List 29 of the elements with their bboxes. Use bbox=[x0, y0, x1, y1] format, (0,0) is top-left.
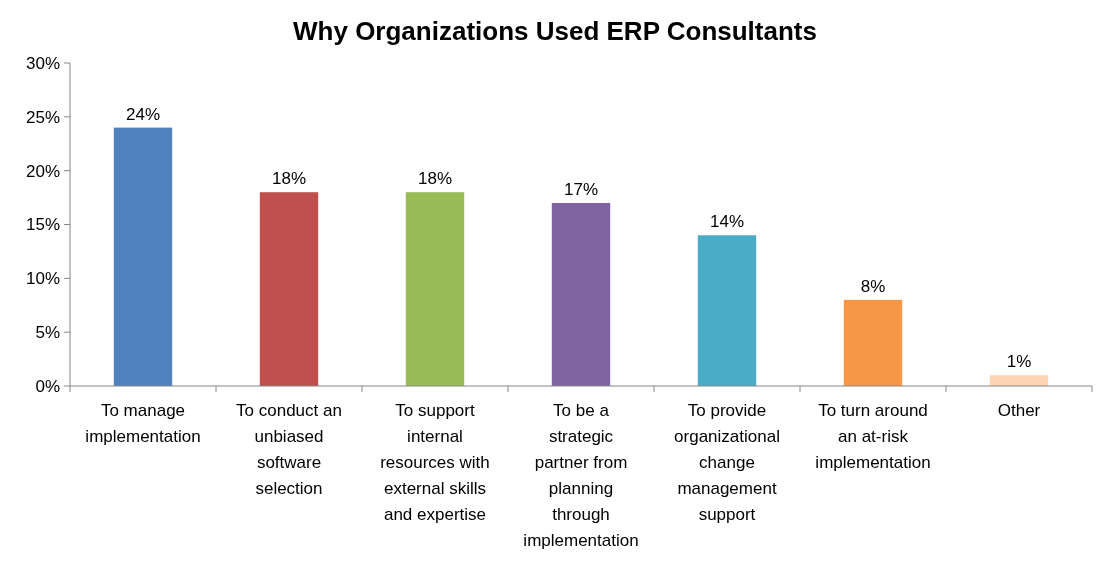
x-tick-label: To support internal resources with external skills and expertise bbox=[380, 401, 490, 524]
data-label: 8% bbox=[860, 276, 886, 296]
data-label: 24% bbox=[125, 104, 161, 124]
data-label: 1% bbox=[1006, 352, 1032, 372]
x-tick-label: Other bbox=[997, 401, 1041, 420]
data-label: 14% bbox=[709, 212, 745, 232]
data-label: 18% bbox=[417, 169, 453, 189]
bar bbox=[551, 202, 611, 386]
bar bbox=[259, 192, 319, 386]
bar bbox=[989, 375, 1049, 386]
data-label: 17% bbox=[563, 179, 599, 199]
y-tick-label: 10% bbox=[25, 269, 60, 289]
chart-title: Why Organizations Used ERP Consultants bbox=[293, 16, 817, 46]
y-tick-label: 5% bbox=[35, 323, 60, 343]
data-label: 18% bbox=[271, 169, 307, 189]
y-tick-label: 0% bbox=[35, 376, 60, 396]
x-tick-label: To conduct an unbiased software selection bbox=[236, 401, 342, 498]
y-tick-label: 20% bbox=[25, 161, 60, 181]
x-tick-label: To be a strategic partner from planning through implementation bbox=[523, 401, 639, 550]
bar bbox=[405, 192, 465, 386]
bar bbox=[697, 235, 757, 386]
y-tick-label: 15% bbox=[25, 215, 60, 235]
x-tick-label: To turn around an at-risk implementation bbox=[815, 401, 931, 472]
x-tick-label: To provide organizational change management support bbox=[674, 401, 780, 524]
y-tick-label: 30% bbox=[25, 53, 60, 73]
y-tick-label: 25% bbox=[25, 107, 60, 127]
bar bbox=[843, 299, 903, 386]
x-tick-label: To manage implementation bbox=[85, 401, 201, 446]
bar bbox=[113, 127, 173, 386]
